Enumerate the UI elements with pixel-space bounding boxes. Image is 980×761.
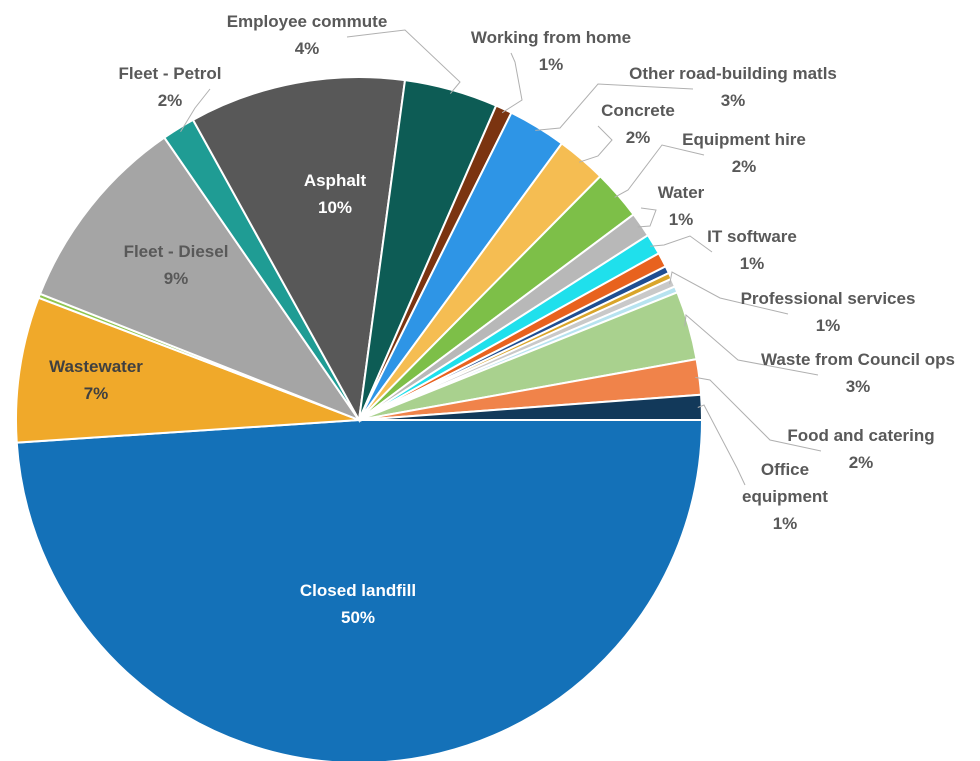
slice-label-closed-landfill: Closed landfill 50% — [300, 581, 416, 627]
slice-label-professional-services: Professional services 1% — [741, 289, 916, 335]
slice-label-fleet-diesel: Fleet - Diesel 9% — [124, 242, 229, 288]
slice-percent-employee-commute: 4% — [295, 39, 320, 58]
leader-line-equipment-hire — [614, 144, 705, 198]
slice-label-fleet-petrol: Fleet - Petrol 2% — [119, 64, 222, 110]
slice-percent-fleet-diesel: 9% — [164, 269, 189, 288]
slice-label-waste-from-council-ops: Waste from Council ops 3% — [761, 350, 955, 396]
slice-labels: Closed landfill 50% Wastewater 7% Fleet - Di… — [49, 12, 955, 627]
leader-line-office-equipment — [697, 404, 746, 486]
leader-line-water — [637, 207, 657, 228]
slice-label-working-from-home: Working from home 1% — [471, 28, 631, 74]
leader-lines — [180, 29, 822, 486]
leader-line-employee-commute — [346, 29, 461, 94]
pie-slice-closed-landfill — [15, 419, 704, 761]
slice-label-office-equipment: Office equipment 1% — [742, 460, 828, 533]
slice-label-asphalt: Asphalt 10% — [304, 171, 367, 217]
slice-percent-working-from-home: 1% — [539, 55, 564, 74]
leader-line-waste-from-council-ops — [684, 313, 819, 376]
slice-percent-concrete: 2% — [626, 128, 651, 147]
slice-label-water: Water 1% — [658, 183, 705, 229]
slice-label-food-and-catering: Food and catering 2% — [787, 426, 934, 472]
leader-line-concrete — [578, 125, 613, 163]
slice-label-equipment-hire: Equipment hire 2% — [682, 130, 806, 176]
slice-percent-asphalt: 10% — [318, 198, 352, 217]
leader-line-food-and-catering — [695, 376, 822, 452]
leader-line-it-software — [650, 235, 713, 253]
pie-slice-asphalt — [191, 76, 407, 424]
slice-percent-it-software: 1% — [740, 254, 765, 273]
slice-percent-wastewater: 7% — [84, 384, 109, 403]
leader-line-working-from-home — [501, 52, 523, 114]
slice-percent-food-and-catering: 2% — [849, 453, 874, 472]
pie-slice-fleet-diesel — [38, 136, 362, 423]
leader-line-other-road-building-matls — [535, 83, 694, 131]
slice-percent-closed-landfill: 50% — [341, 608, 375, 627]
slice-percent-waste-from-council-ops: 3% — [846, 377, 871, 396]
slice-label-other-road-building-matls: Other road-building matls 3% — [629, 64, 837, 110]
pie-slices — [15, 76, 704, 761]
leader-line-professional-services — [669, 271, 789, 315]
pie-slice-office-equipment — [358, 393, 704, 421]
slice-percent-office-equipment: 1% — [773, 514, 798, 533]
slice-percent-professional-services: 1% — [816, 316, 841, 335]
slice-label-it-software: IT software 1% — [707, 227, 797, 273]
slice-label-employee-commute: Employee commute 4% — [227, 12, 388, 58]
pie-slice-wastewater — [15, 296, 360, 444]
slice-label-wastewater: Wastewater 7% — [49, 357, 143, 403]
slice-label-concrete: Concrete 2% — [601, 101, 675, 147]
leader-line-fleet-petrol — [180, 88, 211, 133]
slice-percent-equipment-hire: 2% — [732, 157, 757, 176]
slice-percent-other-road-building-matls: 3% — [721, 91, 746, 110]
slice-percent-water: 1% — [669, 210, 694, 229]
slice-percent-fleet-petrol: 2% — [158, 91, 183, 110]
